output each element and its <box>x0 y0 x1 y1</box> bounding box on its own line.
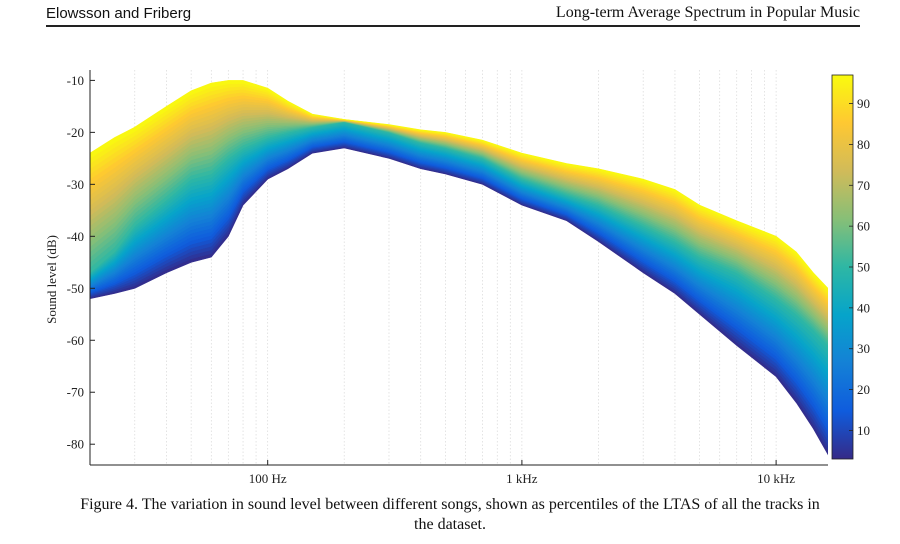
y-tick-label: -40 <box>67 229 84 244</box>
colorbar-tick-label: 10 <box>857 423 870 438</box>
running-header: Elowsson and Friberg Long-term Average S… <box>46 0 860 27</box>
y-tick-label: -50 <box>67 281 84 296</box>
y-tick-label: -10 <box>67 73 84 88</box>
y-tick-label: -20 <box>67 125 84 140</box>
colorbar-tick-label: 60 <box>857 219 870 234</box>
percentile-band <box>90 80 828 292</box>
x-tick-label: 10 kHz <box>757 471 795 486</box>
colorbar-tick-label: 80 <box>857 137 870 152</box>
y-tick-label: -60 <box>67 333 84 348</box>
y-tick-label: -80 <box>67 437 84 452</box>
y-tick-label: -70 <box>67 385 84 400</box>
y-tick-label: -30 <box>67 177 84 192</box>
x-tick-label: 1 kHz <box>506 471 538 486</box>
colorbar: 10 20 30 40 50 60 70 80 90 <box>831 74 870 460</box>
header-paper-title: Long-term Average Spectrum in Popular Mu… <box>555 4 860 21</box>
colorbar-tick-label: 90 <box>857 96 870 111</box>
colorbar-tick-label: 50 <box>857 260 870 275</box>
plot-axes: -10 -20 -30 -40 -50 -60 -70 -80 100 Hz 1 kHz 10 kH… <box>44 70 828 486</box>
x-tick-label: 100 Hz <box>249 471 287 486</box>
colorbar-tick-label: 20 <box>857 382 870 397</box>
colorbar-tick-label: 30 <box>857 341 870 356</box>
colorbar-tick-label: 70 <box>857 178 870 193</box>
y-axis-label: Sound level (dB) <box>44 235 59 324</box>
figure-caption: Figure 4. The variation in sound level b… <box>80 496 820 533</box>
percentile-bands <box>90 80 828 456</box>
header-authors: Elowsson and Friberg <box>46 5 192 22</box>
colorbar-tick-label: 40 <box>857 300 870 315</box>
